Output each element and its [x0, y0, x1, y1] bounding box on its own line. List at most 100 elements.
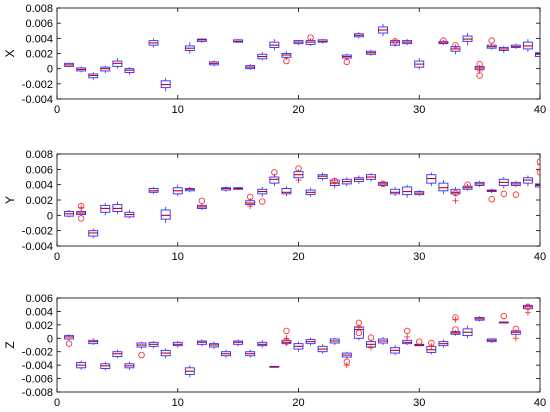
y-tick-label: 0: [47, 333, 53, 345]
outlier-point: [452, 316, 459, 323]
box-plot-x18: [269, 39, 280, 51]
box-iqr: [450, 188, 461, 195]
box-plot-x13: [209, 341, 219, 350]
box-series: [64, 303, 533, 378]
box-plot-x34: [462, 181, 473, 191]
outlier-point: [476, 72, 483, 79]
outlier-point: [307, 34, 314, 41]
outlier-point: [367, 344, 374, 351]
outlier-point: [464, 181, 471, 188]
outlier-point: [283, 338, 290, 345]
outlier-point: [452, 197, 459, 204]
box-plot-x10: [172, 340, 183, 348]
y-axis-label: Y: [3, 196, 17, 204]
y-tick-label: 0.006: [25, 164, 53, 176]
outlier-point: [537, 161, 540, 168]
box-plot-x33: [450, 41, 461, 55]
outlier-point: [65, 340, 73, 347]
box-plot-x5: [112, 58, 123, 69]
box-plot-x25: [353, 175, 364, 184]
box-plot-x2: [76, 360, 87, 370]
x-tick-label: 20: [292, 104, 304, 116]
box-iqr: [390, 188, 401, 195]
box-plot-x11: [184, 365, 195, 378]
box-plot-x17: [257, 340, 268, 348]
y-tick-label: -0.006: [22, 374, 53, 386]
box-iqr: [160, 209, 171, 220]
box-plot-x24: [341, 53, 352, 66]
x-tick-label: 20: [292, 251, 304, 263]
box-plot-x6: [124, 67, 135, 75]
outlier-point: [476, 60, 483, 68]
y-tick-label: 0: [47, 210, 53, 222]
box-iqr: [281, 188, 292, 195]
outlier-point: [247, 203, 254, 210]
box-plot-x11: [184, 42, 195, 54]
box-plot-x15: [233, 339, 244, 347]
box-plot-x6: [124, 209, 135, 219]
y-tick-label: 0.008: [25, 3, 53, 15]
plot-frame: [56, 7, 541, 100]
box-iqr: [438, 182, 449, 192]
box-plot-x18: [269, 365, 280, 368]
box-plot-x21: [305, 34, 316, 46]
box-plot-x17: [257, 51, 268, 61]
box-plot-x3: [88, 228, 99, 239]
x-tick-label: 10: [172, 251, 184, 263]
box-plot-x14: [221, 186, 232, 192]
box-plot-x23: [329, 337, 340, 345]
outlier-point: [440, 37, 447, 44]
outlier-point: [500, 312, 507, 320]
box-plot-x26: [366, 49, 376, 56]
outlier-point: [295, 177, 302, 184]
outlier-point: [78, 204, 85, 211]
box-plot-x28: [390, 38, 401, 47]
box-plot-x35: [474, 316, 485, 322]
box-plot-x36: [486, 188, 497, 203]
plot-frame: [56, 153, 541, 247]
y-tick-label: 0.002: [25, 49, 53, 61]
outlier-point: [512, 325, 520, 333]
box-plot-x12: [196, 38, 207, 43]
outlier-point: [488, 37, 495, 44]
box-plot-x39: [522, 303, 533, 316]
outlier-point: [379, 180, 387, 188]
outlier-point: [283, 335, 290, 342]
box-plot-x32: [438, 37, 449, 46]
box-plot-x4: [100, 65, 111, 74]
y-tick-label: -0.004: [22, 360, 53, 372]
box-plot-x38: [510, 325, 521, 342]
x-tick-label: 0: [54, 251, 60, 263]
outlier-point: [404, 333, 411, 340]
y-tick-label: -0.002: [22, 226, 53, 238]
y-tick-label: 0.006: [25, 18, 53, 30]
box-plot-x31: [426, 172, 437, 187]
box-plot-x16: [245, 64, 256, 71]
outlier-point: [416, 338, 423, 345]
box-plot-x34: [462, 33, 473, 46]
box-plot-x11: [184, 186, 195, 193]
plot-frame: [56, 297, 541, 393]
outlier-point: [283, 327, 290, 335]
box-plot-x8: [148, 340, 159, 349]
box-plot-x26: [366, 334, 376, 351]
box-plot-x28: [390, 345, 401, 356]
outlier-point: [391, 38, 399, 45]
outlier-point: [512, 335, 519, 342]
box-plot-x36: [486, 37, 497, 50]
box-plot-x33: [450, 314, 461, 336]
box-plot-x14: [221, 349, 232, 358]
panel-z: -0.008-0.006-0.004-0.00200.0020.0040.006…: [3, 293, 546, 409]
outlier-point: [452, 41, 459, 49]
box-plot-x21: [305, 187, 316, 197]
box-plot-x6: [124, 361, 135, 370]
x-tick-label: 10: [172, 104, 184, 116]
outlier-point: [512, 191, 520, 198]
box-plot-x1: [64, 209, 75, 218]
box-plot-x19: [281, 51, 292, 65]
box-iqr: [390, 40, 401, 46]
box-plot-x2: [76, 202, 87, 222]
box-plot-x16: [245, 193, 256, 210]
box-plot-x40: [535, 50, 540, 59]
